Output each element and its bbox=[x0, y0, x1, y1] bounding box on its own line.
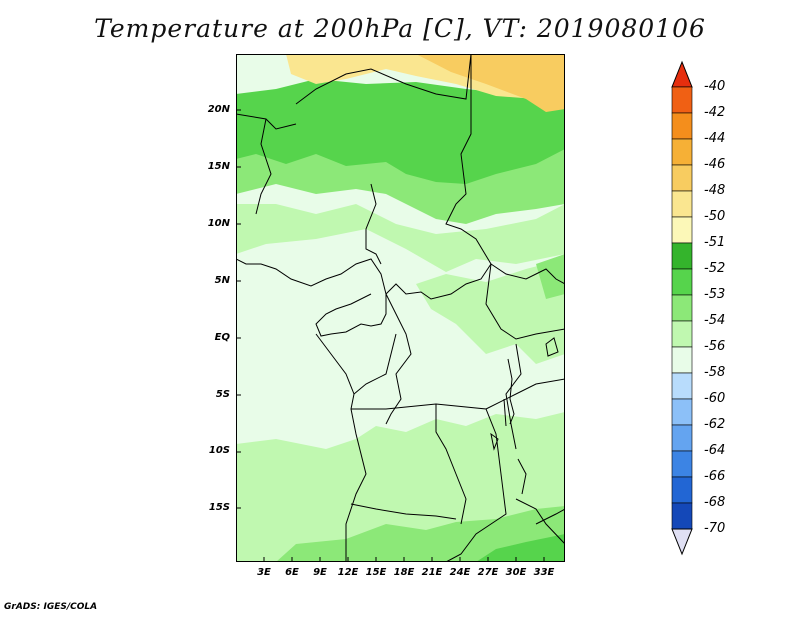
colorbar-cell-3 bbox=[671, 138, 693, 166]
colorbar bbox=[671, 60, 693, 556]
lat-label-10s: 10S bbox=[208, 445, 230, 456]
lon-label-18e: 18E bbox=[393, 567, 415, 578]
colorbar-cell-12 bbox=[671, 372, 693, 400]
colorbar-cell-11 bbox=[671, 346, 693, 374]
field-south-52 bbox=[276, 506, 565, 562]
country-borders bbox=[236, 54, 565, 562]
map-title: Temperature at 200hPa [C], VT: 201908010… bbox=[94, 14, 706, 43]
lon-label-9e: 9E bbox=[313, 567, 327, 578]
lon-label-21e: 21E bbox=[421, 567, 443, 578]
colorbar-label-11: -56 bbox=[704, 339, 726, 354]
colorbar-label-13: -60 bbox=[704, 391, 726, 406]
colorbar-label-1: -40 bbox=[704, 79, 726, 94]
lat-label-5s: 5S bbox=[215, 389, 230, 400]
colorbar-label-14: -62 bbox=[704, 417, 726, 432]
field-east-52 bbox=[536, 254, 565, 299]
map-border bbox=[236, 54, 565, 562]
colorbar-label-9: -53 bbox=[704, 287, 726, 302]
colorbar-label-17: -68 bbox=[704, 495, 726, 510]
colorbar-cell-6 bbox=[671, 216, 693, 244]
colorbar-label-3: -44 bbox=[704, 131, 726, 146]
lat-label-eq: EQ bbox=[214, 332, 230, 343]
colorbar-cell-4 bbox=[671, 164, 693, 192]
colorbar-cell-2 bbox=[671, 112, 693, 140]
lon-label-6e: 6E bbox=[285, 567, 299, 578]
lat-label-20n: 20N bbox=[207, 104, 230, 115]
colorbar-label-12: -58 bbox=[704, 365, 726, 380]
colorbar-cell-5 bbox=[671, 190, 693, 218]
lon-label-24e: 24E bbox=[449, 567, 471, 578]
lon-label-15e: 15E bbox=[365, 567, 387, 578]
temperature-map bbox=[236, 54, 565, 562]
colorbar-cell-1 bbox=[671, 86, 693, 114]
colorbar-cell-10 bbox=[671, 320, 693, 348]
footer-credit: GrADS: IGES/COLA bbox=[4, 602, 98, 612]
colorbar-label-18: -70 bbox=[704, 521, 726, 536]
lon-label-27e: 27E bbox=[477, 567, 499, 578]
lat-label-15s: 15S bbox=[208, 502, 230, 513]
colorbar-bottom-arrow bbox=[671, 528, 693, 556]
colorbar-cell-16 bbox=[671, 476, 693, 504]
colorbar-label-16: -66 bbox=[704, 469, 726, 484]
field-north-48 bbox=[416, 54, 565, 112]
colorbar-label-8: -52 bbox=[704, 261, 726, 276]
lat-label-10n: 10N bbox=[207, 218, 230, 229]
lon-label-33e: 33E bbox=[533, 567, 555, 578]
colorbar-label-15: -64 bbox=[704, 443, 726, 458]
colorbar-label-4: -46 bbox=[704, 157, 726, 172]
field-north-53 bbox=[236, 204, 565, 272]
lat-label-5n: 5N bbox=[214, 275, 230, 286]
lon-label-3e: 3E bbox=[257, 567, 271, 578]
field-north-51 bbox=[236, 79, 565, 184]
colorbar-label-10: -54 bbox=[704, 313, 726, 328]
colorbar-label-5: -48 bbox=[704, 183, 726, 198]
lakes bbox=[490, 337, 559, 495]
colorbar-cell-9 bbox=[671, 294, 693, 322]
lat-label-15n: 15N bbox=[207, 161, 230, 172]
colorbar-cell-8 bbox=[671, 268, 693, 296]
colorbar-cell-15 bbox=[671, 450, 693, 478]
colorbar-cell-13 bbox=[671, 398, 693, 426]
field-sw-stripes bbox=[236, 474, 326, 532]
field-south-51 bbox=[476, 534, 565, 562]
colorbar-cell-7 bbox=[671, 242, 693, 270]
colorbar-label-7: -51 bbox=[704, 235, 726, 250]
colorbar-top-arrow bbox=[671, 60, 693, 88]
lon-label-12e: 12E bbox=[337, 567, 359, 578]
colorbar-label-2: -42 bbox=[704, 105, 726, 120]
colorbar-cell-14 bbox=[671, 424, 693, 452]
lon-label-30e: 30E bbox=[505, 567, 527, 578]
colorbar-label-6: -50 bbox=[704, 209, 726, 224]
